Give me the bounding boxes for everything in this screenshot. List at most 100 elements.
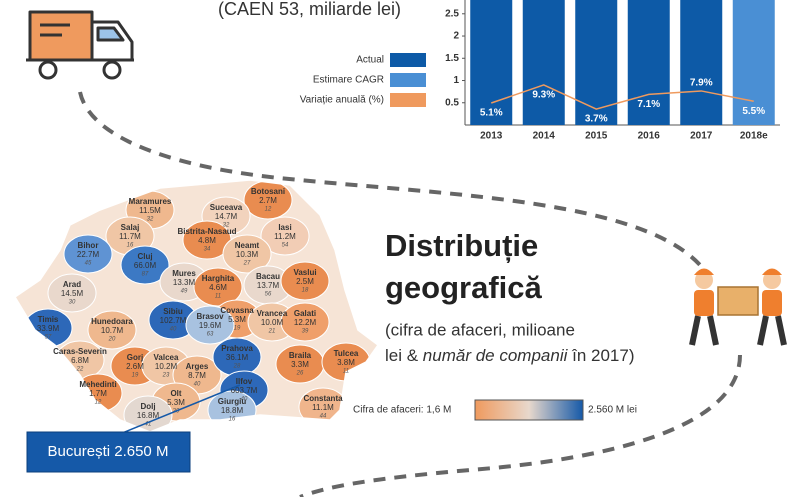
county-name: Constanta	[303, 394, 343, 403]
county-name: Salaj	[121, 223, 140, 232]
county-companies: 12	[265, 207, 272, 213]
county-name: Giurgiu	[218, 397, 247, 406]
county-name: Iasi	[278, 223, 291, 232]
county-companies: 57	[45, 335, 52, 341]
connector	[78, 91, 702, 267]
county-name: Bihor	[78, 241, 99, 250]
county-companies: 11	[215, 294, 221, 300]
data-label: 7.1%	[637, 99, 660, 110]
county-name: Gorj	[127, 353, 143, 362]
county-value: 11.5M	[139, 206, 161, 215]
county-value: 14.7M	[215, 212, 238, 221]
bar	[627, 0, 670, 125]
subtitle-part: număr de companii	[423, 346, 569, 365]
scale-max: 2.560 M lei	[588, 405, 637, 416]
county-value: 22.7M	[77, 250, 100, 259]
county-value: 66.0M	[134, 261, 157, 270]
county-companies: 34	[204, 247, 211, 253]
legend-label: Actual	[356, 55, 384, 66]
county-name: Hunedoara	[91, 317, 133, 326]
county-value: 11.7M	[119, 232, 141, 241]
county-name: Valcea	[154, 353, 179, 362]
county-value: 14.5M	[61, 289, 84, 298]
county-name: Arad	[63, 280, 81, 289]
county-companies: 45	[85, 261, 92, 267]
county-companies: 20	[108, 337, 116, 343]
county-companies: 49	[181, 289, 188, 295]
county-companies: 19	[132, 373, 139, 379]
county-companies: 30	[69, 300, 76, 306]
county-value: 10.2M	[155, 362, 178, 371]
data-label: 5.5%	[742, 106, 765, 117]
county-area	[47, 273, 97, 313]
subtitle: (cifra de afaceri, milioane	[385, 320, 575, 339]
county-companies: 21	[268, 329, 276, 335]
variation-line	[491, 84, 754, 110]
subtitle: lei & număr de companii în 2017)	[385, 346, 634, 365]
county-companies: 28	[233, 364, 241, 370]
data-label: 5.1%	[480, 108, 503, 119]
county-value: 2.7M	[259, 196, 277, 205]
county-value: 4.6M	[209, 283, 227, 292]
data-label: 3.7%	[585, 114, 608, 125]
capital-label: București 2.650 M	[48, 443, 169, 460]
bar	[680, 0, 723, 125]
county-value: 18.8M	[221, 406, 244, 415]
heading: Distribuție	[385, 228, 538, 263]
county-value: 2.6M	[126, 362, 144, 371]
county-value: 603.7M	[231, 386, 258, 395]
county-value: 19.6M	[199, 321, 222, 330]
county-area	[120, 245, 170, 285]
county-value: 33.9M	[37, 324, 60, 333]
county-companies: 63	[207, 332, 214, 338]
county-value: 10.3M	[236, 250, 259, 259]
truck-icon	[26, 10, 134, 80]
x-tick-label: 2013	[480, 131, 503, 142]
county-value: 102.7M	[160, 316, 187, 325]
x-tick-label: 2017	[690, 131, 713, 142]
x-tick-label: 2014	[533, 131, 556, 142]
connector	[299, 354, 742, 497]
county-companies: 56	[265, 292, 272, 298]
county-companies: 16	[229, 417, 236, 423]
county-name: Braila	[289, 351, 312, 360]
county-value: 13.7M	[257, 281, 280, 290]
county-name: Dolj	[140, 402, 155, 411]
scale-min: Cifra de afaceri: 1,6 M	[353, 405, 451, 416]
county-companies: 32	[223, 223, 230, 229]
county-companies: 26	[296, 371, 304, 377]
county-name: Covasna	[220, 306, 254, 315]
county-area	[63, 234, 113, 274]
county-value: 10.0M	[261, 318, 284, 327]
county-value: 2.5M	[296, 277, 314, 286]
county-companies: 39	[302, 329, 309, 335]
county-companies: 12	[95, 400, 102, 406]
county-value: 13.3M	[173, 278, 196, 287]
county-value: 36.1M	[226, 353, 249, 362]
y-tick-label: 2	[453, 31, 459, 42]
legend-swatch	[390, 73, 426, 87]
county-name: Bistrita-Nasaud	[177, 227, 236, 236]
romania-map: Maramures11.5M32Botosani2.7M12Suceava14.…	[13, 179, 380, 433]
legend-swatch	[390, 53, 426, 67]
county-name: Olt	[170, 389, 181, 398]
county-name: Vaslui	[293, 268, 316, 277]
county-name: Vrancea	[257, 309, 288, 318]
county-area	[185, 305, 235, 345]
county-area	[87, 310, 137, 350]
county-name: Mehedinti	[79, 380, 116, 389]
bar	[575, 0, 618, 125]
county-area	[193, 267, 243, 307]
heading: geografică	[385, 270, 543, 305]
county-value: 1.7M	[89, 389, 107, 398]
county-companies: 44	[320, 414, 327, 420]
county-name: Arges	[186, 362, 209, 371]
county-name: Botosani	[251, 187, 285, 196]
data-label: 9.3%	[532, 90, 555, 101]
county-value: 8.7M	[188, 371, 206, 380]
county-value: 10.7M	[101, 326, 124, 335]
county-name: Tulcea	[334, 349, 359, 358]
county-name: Suceava	[210, 203, 243, 212]
county-value: 3.8M	[337, 358, 355, 367]
